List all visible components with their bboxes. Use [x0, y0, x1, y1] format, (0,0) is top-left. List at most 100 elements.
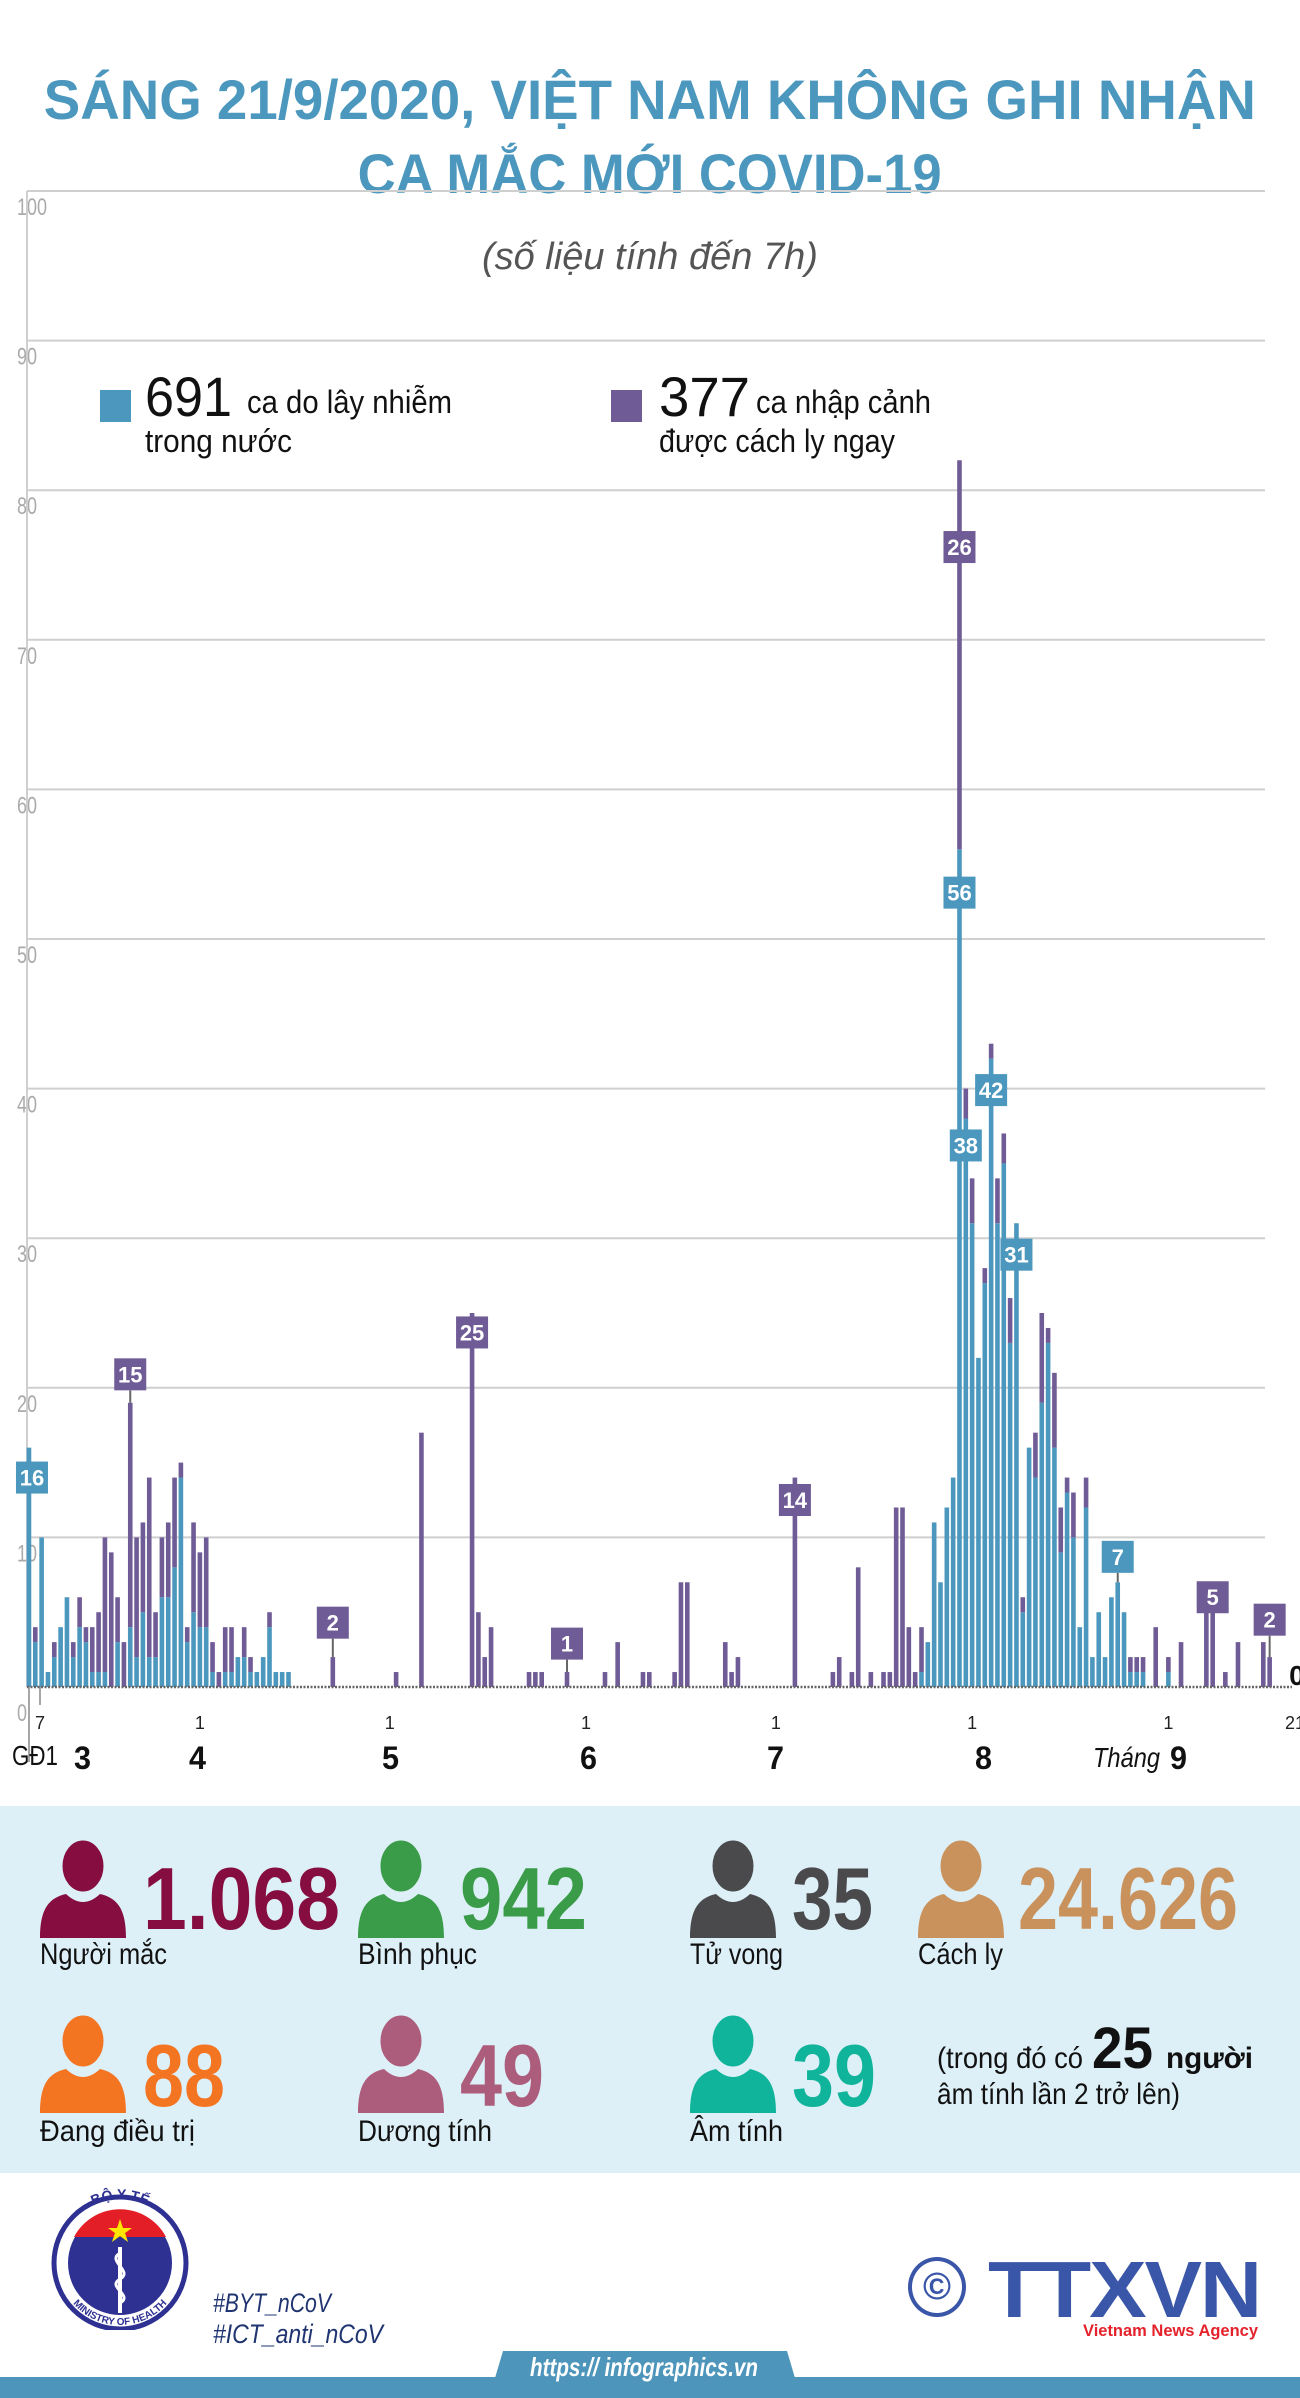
bar-domestic	[39, 1537, 44, 1687]
bar-domestic	[1014, 1223, 1019, 1687]
hashtag: #BYT_nCoV	[213, 2288, 331, 2318]
annotation-label: 15	[118, 1362, 142, 1387]
bar-domestic	[1058, 1552, 1064, 1687]
bar-imported	[1071, 1492, 1076, 1538]
annotation-label: 25	[460, 1320, 484, 1345]
bar-imported	[482, 1657, 488, 1687]
bar-domestic	[165, 1597, 171, 1687]
bar-imported	[906, 1627, 912, 1687]
y-tick-label: 100	[17, 195, 47, 221]
stat-value: 942	[460, 1849, 587, 1948]
bar-imported	[1210, 1612, 1215, 1687]
legend-swatch-imported	[611, 390, 642, 422]
bar-domestic	[1064, 1492, 1070, 1687]
bar-domestic	[191, 1612, 196, 1687]
bar-imported	[1153, 1627, 1159, 1687]
bar-domestic	[938, 1582, 943, 1687]
bar-imported	[393, 1672, 399, 1687]
bar-imported	[83, 1627, 89, 1643]
bar-domestic	[77, 1627, 82, 1687]
bar-imported	[602, 1672, 608, 1687]
x-tick-label: 1	[771, 1713, 781, 1733]
bar-imported	[868, 1672, 874, 1687]
bar-domestic	[178, 1477, 184, 1687]
bar-domestic	[1121, 1612, 1127, 1687]
bar-imported	[172, 1477, 177, 1568]
bar-imported	[640, 1672, 646, 1687]
title-text: SÁNG 21/9/2020, VIỆT NAM KHÔNG GHI NHẬN	[43, 68, 1256, 131]
stat-label: Đang điều trị	[40, 2115, 195, 2148]
annotation-box	[949, 1129, 982, 1162]
bar-imported	[893, 1507, 899, 1687]
page-title-line-2: CA MẮC MỚI COVID-19	[0, 141, 1300, 206]
bar-imported	[184, 1627, 190, 1643]
month-label: 3	[74, 1740, 91, 1776]
bar-domestic	[1071, 1537, 1076, 1687]
bar-imported	[241, 1627, 247, 1658]
bar-domestic	[70, 1657, 76, 1687]
bar-domestic	[229, 1672, 234, 1687]
legend-value-imported: 377	[659, 365, 750, 428]
bar-imported	[229, 1627, 234, 1673]
annotation-label: 31	[1004, 1243, 1028, 1268]
bar-imported	[792, 1477, 798, 1687]
legend-label-imported: ca nhập cảnh	[756, 384, 931, 420]
bar-imported	[969, 1178, 975, 1224]
bar-domestic	[925, 1642, 931, 1687]
bar-domestic	[1033, 1477, 1038, 1687]
stat-value: 39	[792, 2026, 876, 2125]
agency-logo-text: TTXVN	[988, 2245, 1262, 2334]
bar-domestic	[286, 1672, 291, 1687]
month-label: 7	[767, 1740, 784, 1776]
annotation-label: 42	[979, 1078, 1003, 1103]
annotation-label: 56	[947, 881, 971, 906]
bar-imported	[855, 1567, 861, 1687]
bar-domestic	[210, 1672, 215, 1687]
bar-domestic	[1052, 1447, 1057, 1687]
bar-imported	[830, 1672, 836, 1687]
bar-imported	[216, 1672, 222, 1687]
bar-domestic	[1102, 1657, 1108, 1687]
legend-swatch-domestic	[100, 390, 131, 422]
bar-domestic	[222, 1672, 228, 1687]
month-label: 4	[189, 1740, 206, 1776]
bar-imported	[1033, 1432, 1038, 1478]
bar-imported	[1267, 1657, 1272, 1687]
bar-domestic	[988, 1058, 994, 1687]
bar-imported	[849, 1672, 855, 1687]
bar-domestic	[102, 1672, 108, 1687]
bar-imported	[1166, 1657, 1171, 1673]
ttxvn-logo: TTXVN	[988, 2250, 1262, 2330]
bar-domestic	[197, 1627, 203, 1687]
bar-domestic	[1109, 1597, 1114, 1687]
bar-imported	[222, 1627, 228, 1673]
bar-domestic	[1166, 1672, 1171, 1687]
bar-imported	[1052, 1372, 1057, 1448]
month-label-phase1: GĐ1	[12, 1740, 58, 1771]
bar-domestic	[944, 1507, 950, 1687]
bar-domestic	[969, 1223, 975, 1687]
legend-value-domestic: 691	[145, 365, 232, 428]
bar-domestic	[931, 1522, 937, 1687]
bar-imported	[957, 460, 962, 850]
svg-text:BỘ Y TẾ: BỘ Y TẾ	[88, 2185, 152, 2208]
bar-imported	[1064, 1477, 1070, 1493]
website-link[interactable]: https:// infographics.vn	[530, 2352, 758, 2382]
bar-domestic	[1140, 1672, 1146, 1687]
stat-value: 1.068	[143, 1849, 340, 1948]
bar-imported	[248, 1657, 253, 1673]
x-tick-label: 1	[385, 1713, 395, 1733]
bar-imported	[1128, 1657, 1133, 1673]
bar-domestic	[976, 1357, 981, 1687]
stat-value: 24.626	[1018, 1849, 1238, 1948]
agency-name: Vietnam News Agency	[1083, 2321, 1258, 2340]
annotation-box	[316, 1606, 349, 1639]
title-text: CA MẮC MỚI COVID-19	[358, 142, 942, 205]
bar-imported	[469, 1313, 475, 1687]
bar-imported	[153, 1612, 158, 1658]
daily-cases-chart: 0102030405060708090100711111121161522511…	[15, 190, 1300, 1762]
bar-domestic	[51, 1657, 57, 1687]
bar-imported	[267, 1612, 272, 1628]
person-icon	[358, 1840, 444, 1938]
bar-imported	[51, 1642, 57, 1658]
